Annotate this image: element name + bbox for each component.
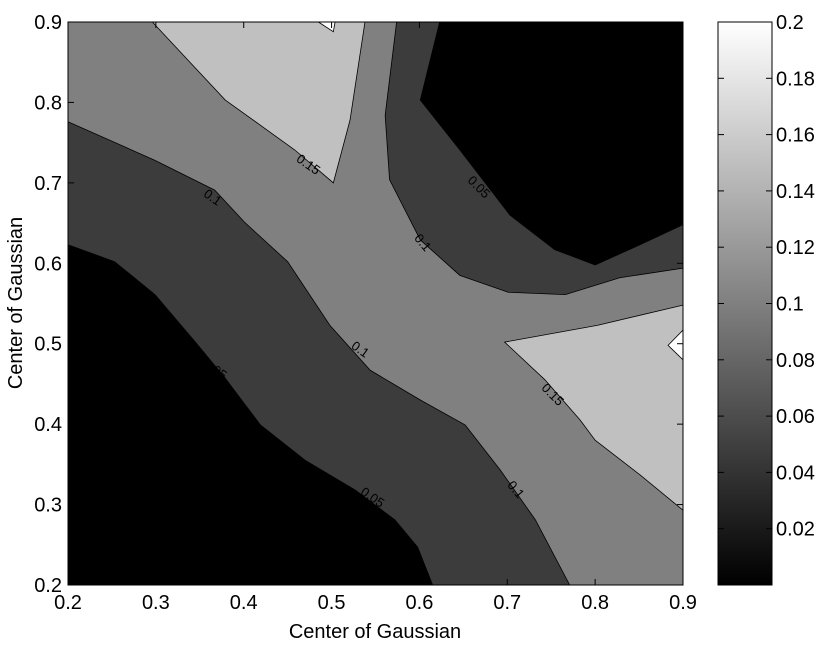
- y-tick-label: 0.3: [34, 495, 62, 517]
- y-tick-label: 0.6: [34, 253, 62, 275]
- contour-region: [503, 304, 684, 512]
- x-tick-label: 0.9: [669, 592, 697, 614]
- colorbar-tick-label: 0.02: [776, 519, 815, 541]
- x-tick-label: 0.2: [54, 592, 82, 614]
- colorbar-tick-label: 0.18: [776, 68, 815, 90]
- colorbar-tick-label: 0.2: [776, 12, 804, 34]
- colorbar-tick-label: 0.16: [776, 125, 815, 147]
- colorbar: [717, 21, 773, 586]
- x-tick-label: 0.8: [581, 592, 609, 614]
- y-tick-label: 0.7: [34, 173, 62, 195]
- y-tick-label: 0.5: [34, 334, 62, 356]
- colorbar-tick-label: 0.04: [776, 462, 815, 484]
- x-tick-label: 0.4: [230, 592, 258, 614]
- colorbar-tick-label: 0.1: [776, 294, 804, 316]
- colorbar-tick-label: 0.14: [776, 181, 815, 203]
- y-axis-label: Center of Gaussian: [5, 217, 27, 389]
- colorbar-tick-label: 0.12: [776, 237, 815, 259]
- colorbar-tick-label: 0.06: [776, 406, 815, 428]
- x-tick-label: 0.3: [142, 592, 170, 614]
- plot-frame: [67, 21, 684, 586]
- y-tick-label: 0.2: [34, 575, 62, 597]
- x-tick-label: 0.7: [493, 592, 521, 614]
- y-tick-label: 0.4: [34, 414, 62, 436]
- x-axis-label: Center of Gaussian: [289, 621, 461, 643]
- x-tick-label: 0.5: [318, 592, 346, 614]
- y-tick-label: 0.9: [34, 12, 62, 34]
- x-tick-label: 0.6: [406, 592, 434, 614]
- colorbar-tick-label: 0.08: [776, 350, 815, 372]
- y-tick-label: 0.8: [34, 92, 62, 114]
